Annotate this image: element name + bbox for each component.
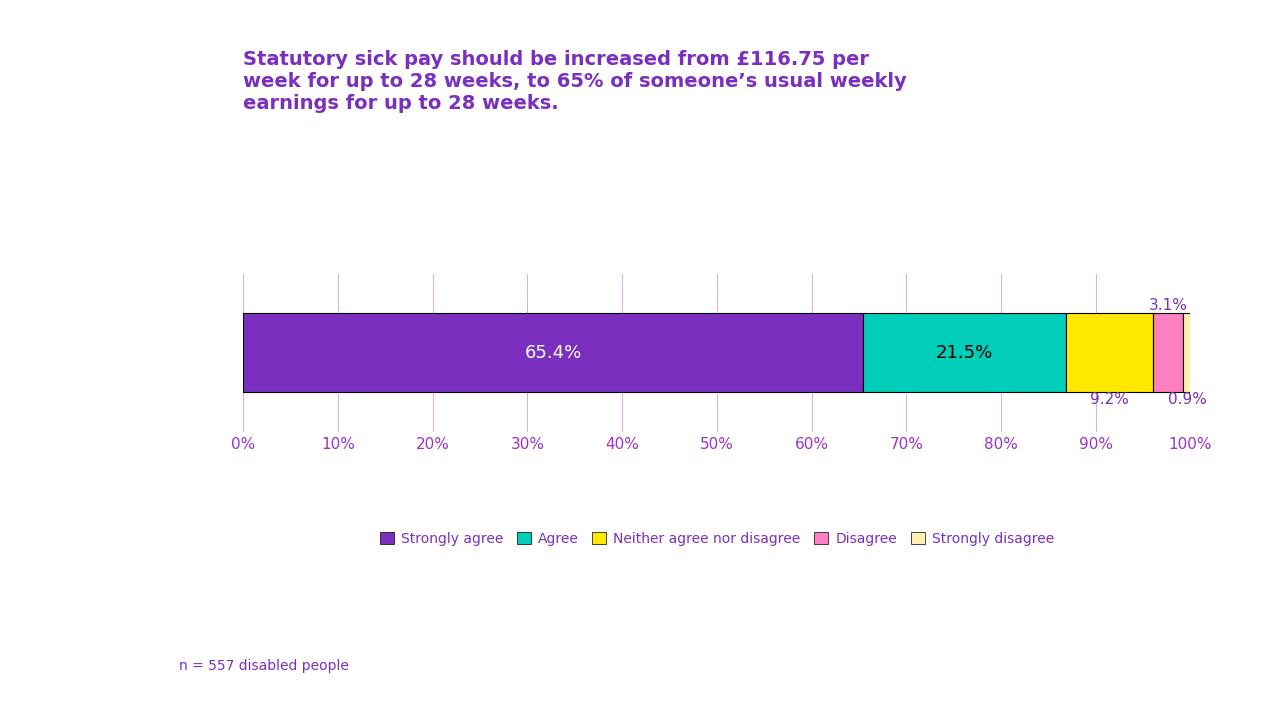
Text: n = 557 disabled people: n = 557 disabled people <box>179 660 349 673</box>
Text: 0.9%: 0.9% <box>1167 392 1207 408</box>
Text: 21.5%: 21.5% <box>936 344 993 361</box>
Text: 65.4%: 65.4% <box>525 344 581 361</box>
Text: 3.1%: 3.1% <box>1148 298 1188 313</box>
Text: Statutory sick pay should be increased from £116.75 per
week for up to 28 weeks,: Statutory sick pay should be increased f… <box>243 50 908 113</box>
Bar <box>1066 313 1153 392</box>
Bar <box>1153 313 1183 392</box>
Bar <box>1183 313 1192 392</box>
Bar <box>243 313 863 392</box>
Text: 9.2%: 9.2% <box>1091 392 1129 408</box>
Bar <box>863 313 1066 392</box>
Legend: Strongly agree, Agree, Neither agree nor disagree, Disagree, Strongly disagree: Strongly agree, Agree, Neither agree nor… <box>374 526 1060 552</box>
